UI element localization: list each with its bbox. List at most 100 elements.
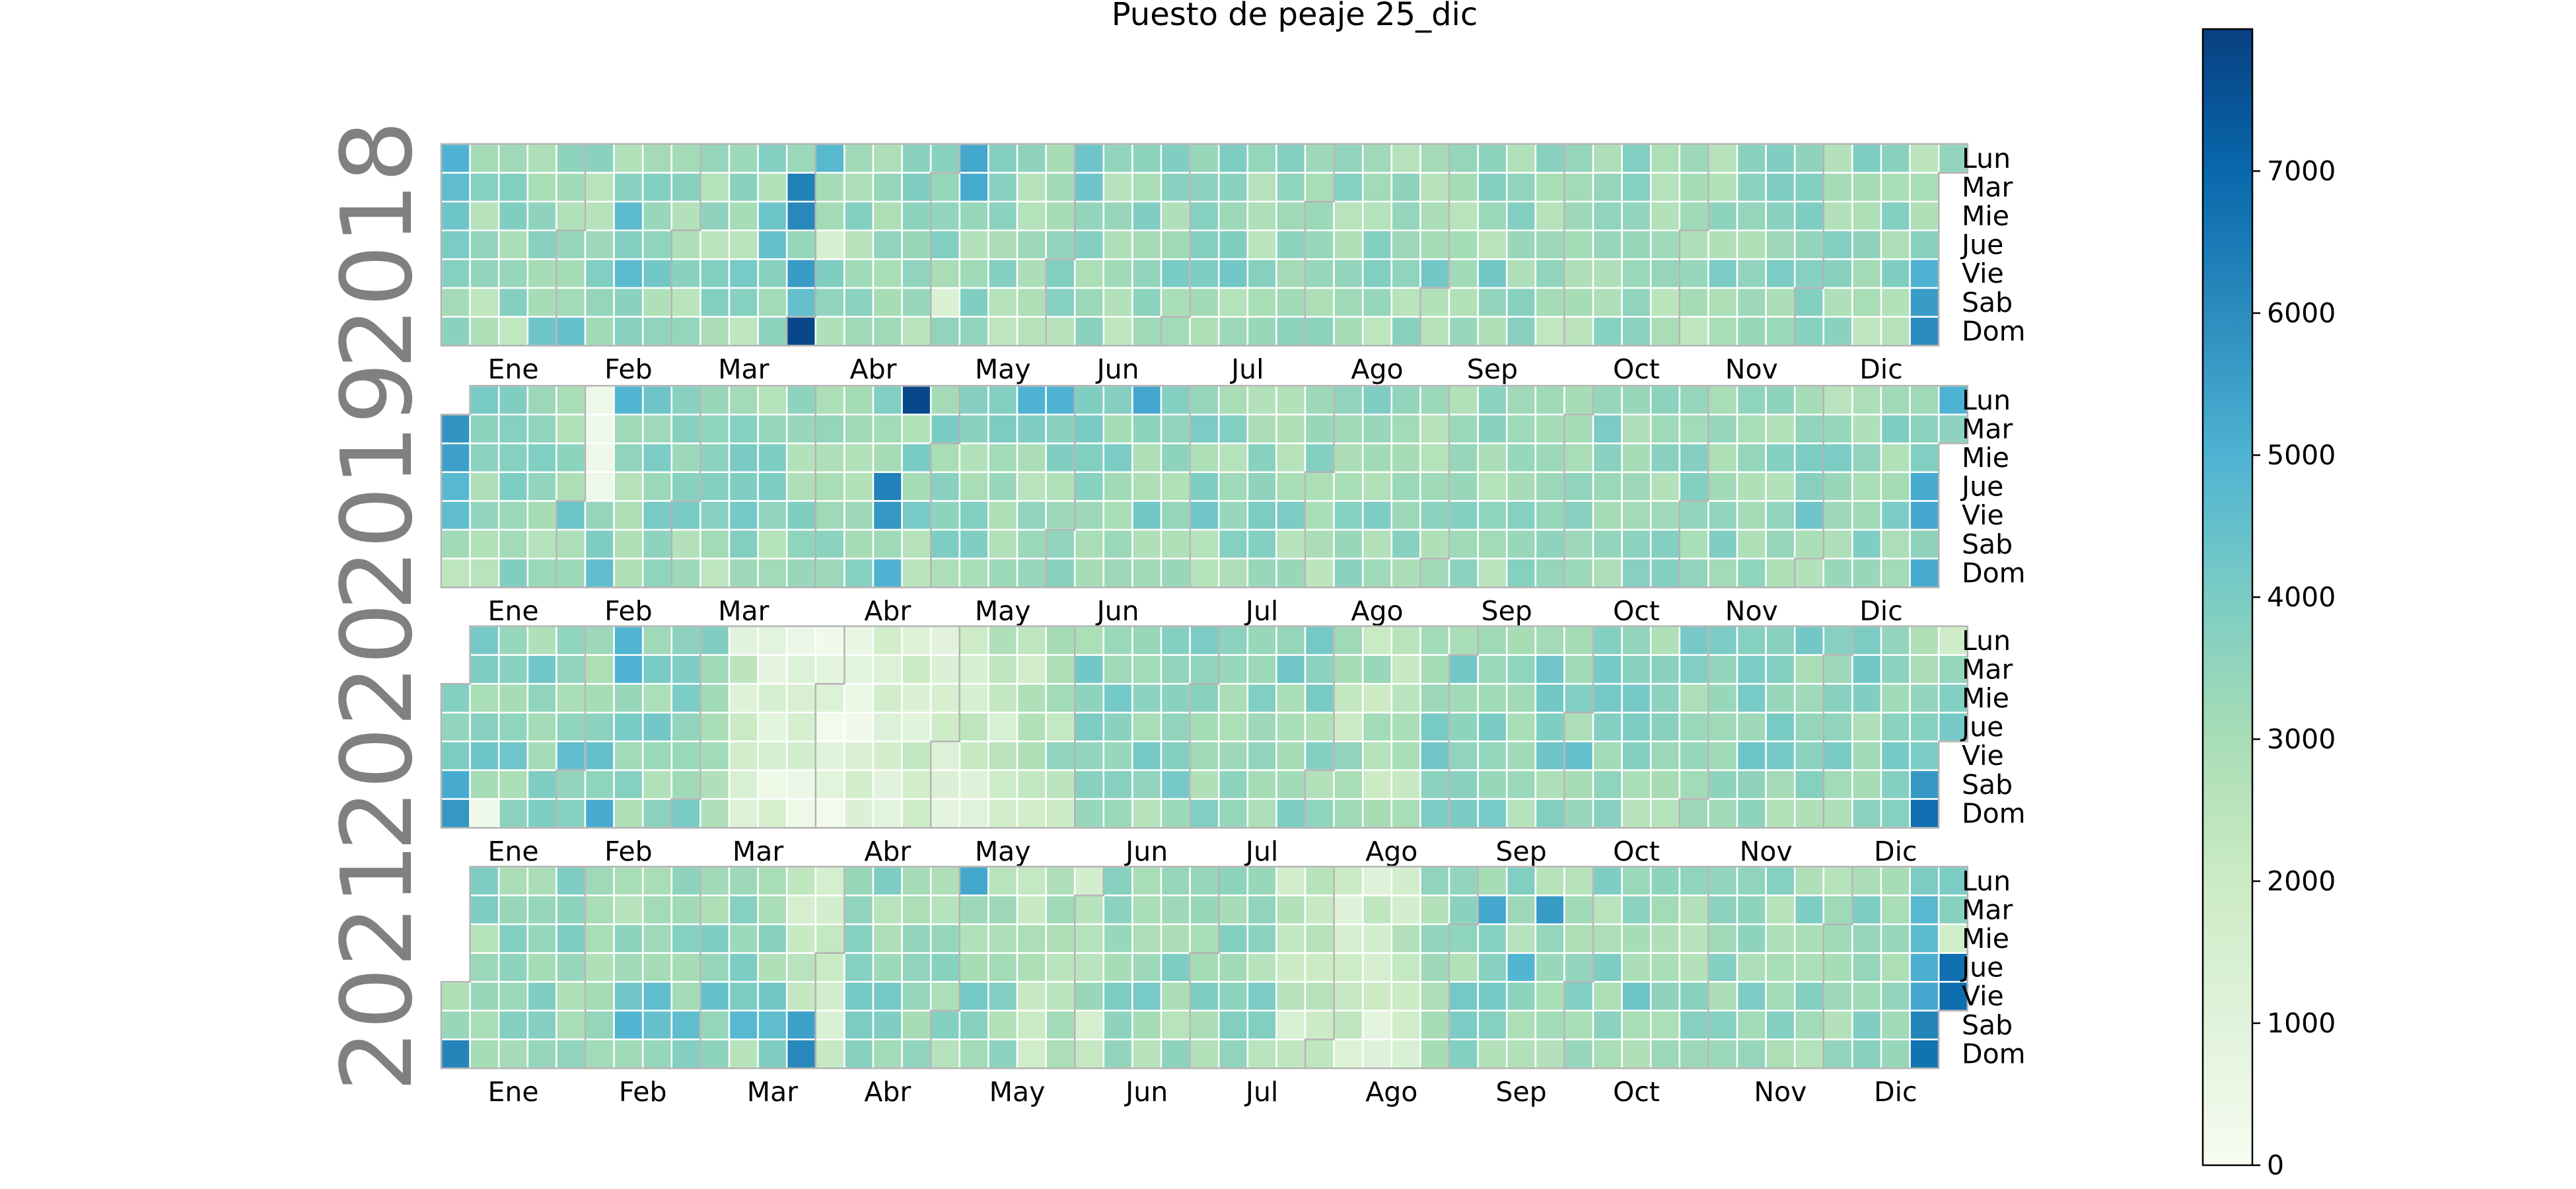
- day-cell: [1505, 654, 1537, 685]
- day-cell: [1073, 558, 1105, 589]
- day-cell: [929, 894, 961, 925]
- day-cell: [1275, 143, 1306, 174]
- day-cell: [785, 471, 817, 502]
- day-cell: [1822, 981, 1853, 1012]
- day-cell: [699, 384, 731, 415]
- day-cell: [1707, 769, 1738, 800]
- day-cell: [555, 172, 587, 203]
- day-cell: [1909, 682, 1940, 714]
- day-cell: [843, 384, 875, 415]
- day-cell: [1592, 414, 1623, 445]
- day-cell: [526, 682, 557, 714]
- day-cell: [1333, 172, 1364, 203]
- day-cell: [1649, 625, 1681, 656]
- day-cell: [872, 414, 903, 445]
- day-cell: [1073, 740, 1105, 772]
- month-boundary-line: [1793, 386, 1825, 588]
- day-cell: [1649, 442, 1681, 474]
- month-boundary-line: [1045, 144, 1076, 346]
- day-cell: [1534, 1038, 1565, 1069]
- month-boundary-line: [1793, 144, 1825, 346]
- day-cell: [1102, 442, 1133, 474]
- day-cell: [670, 769, 701, 800]
- day-cell: [584, 740, 615, 772]
- day-cell: [814, 711, 845, 742]
- month-label-jun: Jun: [1095, 353, 1139, 385]
- day-cell: [872, 654, 903, 685]
- day-cell: [613, 981, 644, 1012]
- day-cell: [613, 258, 644, 289]
- day-cell: [958, 442, 989, 474]
- day-cell: [1304, 287, 1335, 318]
- day-cell: [1448, 200, 1479, 232]
- day-cell: [1045, 258, 1076, 289]
- day-cell: [1822, 1009, 1853, 1040]
- day-cell: [1102, 865, 1133, 896]
- day-cell: [1390, 1009, 1421, 1040]
- day-cell: [1189, 952, 1220, 983]
- day-cell: [1016, 316, 1047, 347]
- day-cell: [1131, 229, 1163, 260]
- day-cell: [641, 1009, 673, 1040]
- month-label-oct: Oct: [1613, 836, 1660, 867]
- day-cell: [958, 654, 989, 685]
- day-cell: [1851, 923, 1882, 955]
- month-boundary-line: [670, 386, 701, 588]
- day-cell: [1909, 711, 1940, 742]
- day-cell: [469, 865, 500, 896]
- day-cell: [526, 414, 557, 445]
- day-cell: [1534, 143, 1565, 174]
- day-cell: [1217, 528, 1249, 559]
- day-cell: [1621, 1038, 1652, 1069]
- day-cell: [1736, 558, 1767, 589]
- day-label-vie: Vie: [1962, 980, 2004, 1012]
- day-cell: [1448, 229, 1479, 260]
- day-cell: [1592, 287, 1623, 318]
- day-cell: [1361, 981, 1393, 1012]
- day-cell: [958, 200, 989, 232]
- day-cell: [1275, 1009, 1306, 1040]
- day-cell: [1563, 1038, 1594, 1069]
- day-cell: [440, 981, 471, 1012]
- day-cell: [1448, 769, 1479, 800]
- day-cell: [1592, 625, 1623, 656]
- day-cell: [1505, 769, 1537, 800]
- day-cell: [584, 894, 615, 925]
- day-cell: [497, 923, 529, 955]
- day-cell: [1563, 625, 1594, 656]
- day-cell: [1880, 711, 1911, 742]
- day-cell: [1131, 316, 1163, 347]
- day-cell: [699, 952, 731, 983]
- day-cell: [1073, 172, 1105, 203]
- day-cell: [929, 952, 961, 983]
- day-cell: [1189, 258, 1220, 289]
- day-cell: [1131, 798, 1163, 829]
- day-cell: [843, 798, 875, 829]
- day-cell: [785, 143, 817, 174]
- day-cell: [1563, 143, 1594, 174]
- day-cell: [1880, 952, 1911, 983]
- day-cell: [1419, 625, 1450, 656]
- day-cell: [1822, 894, 1853, 925]
- day-cell: [1102, 798, 1133, 829]
- day-cell: [958, 981, 989, 1012]
- day-cell: [469, 625, 500, 656]
- day-cell: [1419, 1009, 1450, 1040]
- day-cell: [1534, 1009, 1565, 1040]
- day-cell: [1160, 769, 1191, 800]
- day-cell: [1592, 923, 1623, 955]
- day-cell: [1390, 229, 1421, 260]
- month-label-jul: Jul: [1229, 353, 1264, 385]
- day-cell: [872, 172, 903, 203]
- day-cell: [1707, 143, 1738, 174]
- day-cell: [1707, 798, 1738, 829]
- day-cell: [1621, 894, 1652, 925]
- day-cell: [1649, 200, 1681, 232]
- day-cell: [469, 952, 500, 983]
- day-cell: [1793, 711, 1825, 742]
- day-cell: [555, 952, 587, 983]
- day-cell: [670, 923, 701, 955]
- day-cell: [1937, 894, 1969, 925]
- day-cell: [757, 952, 788, 983]
- month-boundary-line: [785, 144, 817, 346]
